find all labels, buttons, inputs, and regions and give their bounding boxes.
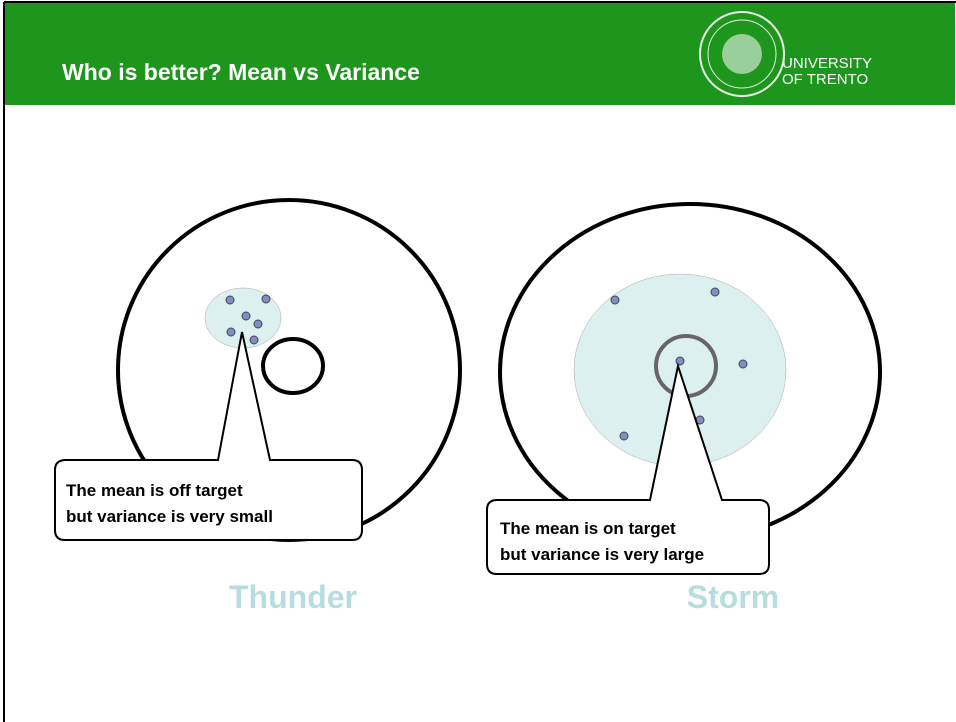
callout-text: The mean is off target xyxy=(66,481,243,500)
logo-text: OF TRENTO xyxy=(782,71,868,88)
callout-text: but variance is very small xyxy=(66,507,273,526)
seal xyxy=(699,11,785,97)
callout xyxy=(486,362,770,575)
callout-text: The mean is on target xyxy=(500,519,676,538)
logo-text: UNIVERSITY xyxy=(782,55,872,72)
target-label: Thunder xyxy=(229,579,357,615)
bullseye xyxy=(261,337,325,395)
shots xyxy=(225,294,271,345)
callout-text: but variance is very large xyxy=(500,545,704,564)
target-label: Storm xyxy=(687,579,779,615)
callout xyxy=(54,331,363,541)
header-bar xyxy=(4,2,955,105)
title: Who is better? Mean vs Variance xyxy=(62,59,420,85)
shots xyxy=(610,287,748,441)
